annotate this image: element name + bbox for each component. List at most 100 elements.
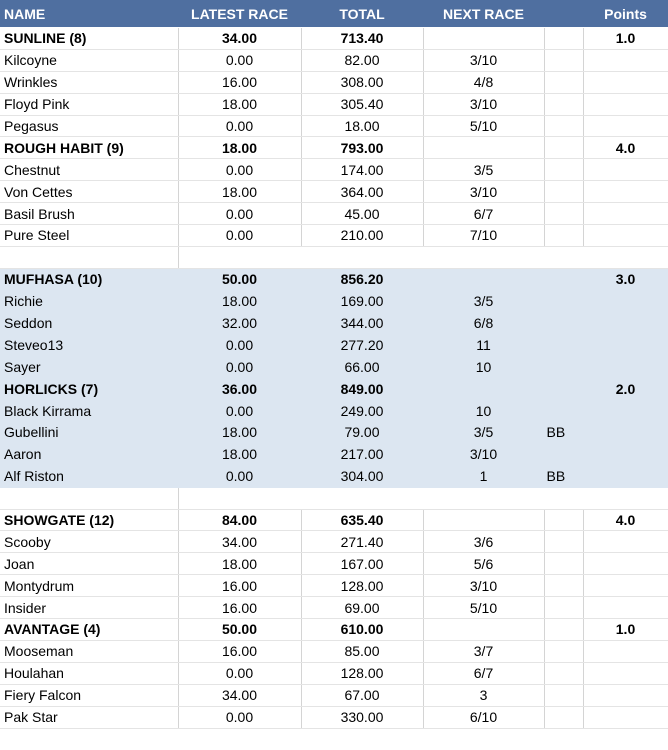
header-next-race: NEXT RACE <box>423 0 544 28</box>
cell-points <box>583 421 668 444</box>
cell-name: Pure Steel <box>0 224 179 247</box>
cell-points <box>583 487 668 510</box>
cell-name: Fiery Falcon <box>0 684 179 707</box>
cell-total: 610.00 <box>301 618 424 641</box>
horse-row: Von Cettes 18.00 364.00 3/10 <box>0 180 668 204</box>
cell-points <box>583 465 668 488</box>
cell-points <box>583 640 668 663</box>
cell-extra <box>544 115 584 138</box>
cell-points: 2.0 <box>583 377 668 401</box>
cell-points: 3.0 <box>583 268 668 291</box>
cell-name: Black Kirrama <box>0 399 179 423</box>
cell-name: Wrinkles <box>0 71 179 94</box>
header-points: Points <box>583 0 668 28</box>
cell-latest-race: 0.00 <box>178 115 302 138</box>
cell-next-race <box>423 487 544 510</box>
cell-extra <box>544 487 583 510</box>
cell-total: 18.00 <box>301 115 424 138</box>
cell-points <box>583 71 668 94</box>
cell-next-race: 3 <box>423 684 545 707</box>
cell-latest-race: 18.00 <box>178 290 302 313</box>
standings-table: NAME LATEST RACE TOTAL NEXT RACE Points … <box>0 0 668 729</box>
cell-points <box>583 706 668 729</box>
cell-latest-race: 18.00 <box>178 552 302 576</box>
cell-points <box>583 399 668 423</box>
cell-latest-race: 50.00 <box>178 618 302 641</box>
cell-latest-race: 36.00 <box>178 377 302 401</box>
cell-latest-race <box>178 246 301 269</box>
cell-points <box>583 552 668 576</box>
cell-points <box>583 684 668 707</box>
cell-points: 4.0 <box>583 136 668 160</box>
cell-extra <box>544 377 584 401</box>
cell-total: 856.20 <box>301 268 424 291</box>
cell-next-race: 3/10 <box>423 443 545 466</box>
cell-extra <box>544 574 584 598</box>
cell-total: 217.00 <box>301 443 424 466</box>
cell-extra <box>544 158 584 182</box>
cell-name: Floyd Pink <box>0 93 179 116</box>
cell-extra <box>544 202 584 226</box>
cell-total: 793.00 <box>301 136 424 160</box>
cell-next-race: 10 <box>423 399 545 423</box>
horse-row: Steveo13 0.00 277.20 11 <box>0 333 668 357</box>
cell-name: Pak Star <box>0 706 179 729</box>
cell-name: SUNLINE (8) <box>0 27 179 50</box>
cell-latest-race: 0.00 <box>178 333 302 357</box>
cell-next-race: 7/10 <box>423 224 545 247</box>
team-row: SUNLINE (8) 34.00 713.40 1.0 <box>0 27 668 50</box>
cell-points: 1.0 <box>583 618 668 641</box>
cell-name: Pegasus <box>0 115 179 138</box>
cell-points <box>583 202 668 226</box>
cell-points <box>583 530 668 554</box>
cell-next-race: 1 <box>423 465 545 488</box>
cell-name: Joan <box>0 552 179 576</box>
cell-latest-race: 16.00 <box>178 596 302 620</box>
cell-total: 305.40 <box>301 93 424 116</box>
horse-row: Chestnut 0.00 174.00 3/5 <box>0 158 668 182</box>
header-extra <box>544 0 583 28</box>
cell-points <box>583 662 668 685</box>
cell-total: 308.00 <box>301 71 424 94</box>
cell-total: 66.00 <box>301 355 424 379</box>
cell-latest-race: 18.00 <box>178 180 302 204</box>
cell-total: 174.00 <box>301 158 424 182</box>
cell-next-race <box>423 509 545 532</box>
cell-name: Mooseman <box>0 640 179 663</box>
cell-total: 82.00 <box>301 49 424 72</box>
cell-latest-race: 34.00 <box>178 27 302 50</box>
cell-total: 635.40 <box>301 509 424 532</box>
cell-total: 79.00 <box>301 421 424 444</box>
cell-name: Sayer <box>0 355 179 379</box>
cell-extra <box>544 268 584 291</box>
team-row: HORLICKS (7) 36.00 849.00 2.0 <box>0 377 668 401</box>
cell-next-race <box>423 268 545 291</box>
cell-latest-race: 0.00 <box>178 662 302 685</box>
horse-row: Seddon 32.00 344.00 6/8 <box>0 312 668 335</box>
cell-total: 210.00 <box>301 224 424 247</box>
horse-row: Sayer 0.00 66.00 10 <box>0 355 668 379</box>
cell-latest-race: 34.00 <box>178 684 302 707</box>
cell-extra <box>544 333 584 357</box>
cell-extra <box>544 355 584 379</box>
cell-total: 67.00 <box>301 684 424 707</box>
header-total: TOTAL <box>301 0 423 28</box>
team-row: AVANTAGE (4) 50.00 610.00 1.0 <box>0 618 668 641</box>
cell-points: 1.0 <box>583 27 668 50</box>
horse-row: Wrinkles 16.00 308.00 4/8 <box>0 71 668 94</box>
cell-total: 69.00 <box>301 596 424 620</box>
cell-name: Insider <box>0 596 179 620</box>
cell-points <box>583 596 668 620</box>
cell-points <box>583 158 668 182</box>
cell-extra <box>544 443 584 466</box>
cell-total: 713.40 <box>301 27 424 50</box>
cell-next-race: 10 <box>423 355 545 379</box>
cell-latest-race: 16.00 <box>178 640 302 663</box>
horse-row: Montydrum 16.00 128.00 3/10 <box>0 574 668 598</box>
cell-extra <box>544 290 584 313</box>
cell-extra <box>544 662 584 685</box>
cell-points <box>583 443 668 466</box>
cell-latest-race: 0.00 <box>178 49 302 72</box>
cell-name: Seddon <box>0 312 179 335</box>
header-name: NAME <box>0 0 178 28</box>
